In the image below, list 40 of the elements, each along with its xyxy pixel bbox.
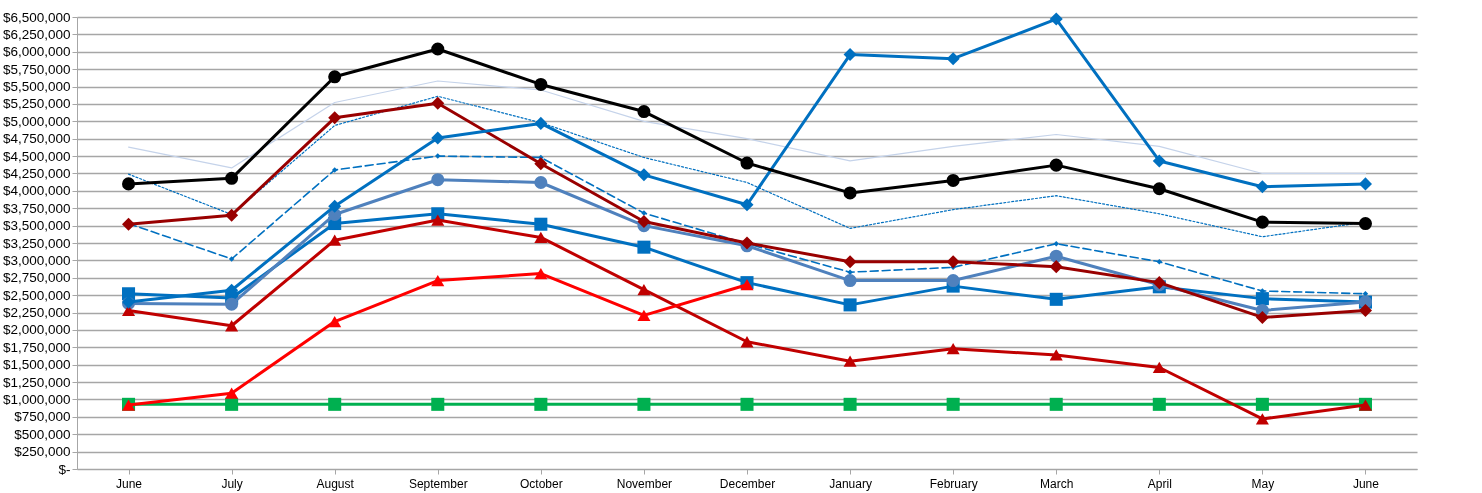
x-tick-label: March [1040, 476, 1074, 491]
y-tick-label: $1,250,000 [2, 374, 71, 390]
x-tick-label: December [719, 476, 776, 491]
x-tick-label: November [616, 476, 673, 491]
y-tick-label: $2,750,000 [2, 270, 71, 286]
x-tick-label: February [929, 476, 978, 491]
x-tick-label: August [316, 476, 355, 491]
y-tick-label: $3,000,000 [2, 252, 71, 268]
y-tick-label: $5,000,000 [2, 113, 71, 129]
x-tick-label: June [116, 476, 143, 491]
y-tick-label: $500,000 [14, 426, 71, 442]
x-tick-label: May [1251, 476, 1275, 491]
y-tick-label: $6,000,000 [2, 44, 71, 60]
x-tick-label: January [829, 476, 872, 491]
y-tick-label: $4,500,000 [2, 148, 71, 164]
x-tick-label: June [1352, 476, 1380, 491]
y-tick-label: $3,500,000 [2, 218, 71, 234]
y-tick-label: $1,000,000 [2, 391, 71, 407]
y-tick-label: $250,000 [14, 444, 71, 460]
y-tick-label: $5,250,000 [2, 96, 71, 112]
y-tick-label: $750,000 [14, 409, 71, 425]
y-tick-label: $6,250,000 [2, 26, 71, 42]
y-tick-label: $1,750,000 [2, 339, 71, 355]
y-tick-label: $1,500,000 [2, 357, 71, 373]
y-tick-label: $2,500,000 [2, 287, 71, 303]
y-tick-label: $5,750,000 [2, 61, 71, 77]
y-tick-label: $6,500,000 [2, 9, 71, 25]
y-tick-label: $- [58, 461, 71, 477]
x-tick-label: July [221, 476, 243, 491]
y-tick-label: $4,250,000 [2, 165, 71, 181]
y-tick-label: $2,250,000 [2, 305, 71, 321]
x-tick-label: April [1147, 476, 1172, 491]
y-tick-label: $2,000,000 [2, 322, 71, 338]
y-tick-label: $4,000,000 [2, 183, 71, 199]
y-tick-label: $4,750,000 [2, 131, 71, 147]
x-tick-label: October [520, 476, 563, 491]
y-tick-label: $5,500,000 [2, 79, 71, 95]
x-tick-label: September [408, 476, 468, 491]
y-tick-label: $3,750,000 [2, 200, 71, 216]
y-tick-label: $3,250,000 [2, 235, 71, 251]
